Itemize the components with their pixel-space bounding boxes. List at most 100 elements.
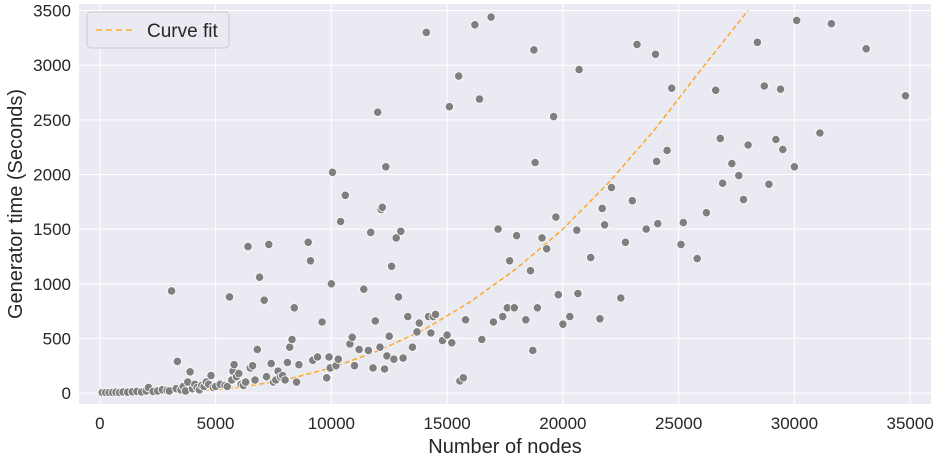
data-point [734,171,744,181]
data-point [529,45,539,55]
data-point [280,375,290,385]
data-point [551,212,561,222]
data-point [530,157,540,168]
data-point [248,361,258,371]
x-tick-labels: 0 5000 10000 15000 20000 25000 30000 35000 [95,414,934,433]
data-point [486,12,496,22]
data-point [393,292,404,302]
data-point [470,20,480,30]
y-tick-label: 1500 [33,220,71,239]
data-point [477,334,487,345]
data-point [460,315,471,325]
data-point [347,332,357,342]
data-point [715,133,725,143]
data-point [206,370,216,381]
y-tick-label: 2000 [33,165,71,184]
data-point [266,358,276,369]
data-point [287,334,297,345]
data-point [375,342,385,352]
data-point [692,254,702,264]
data-points [97,12,911,398]
data-point [426,328,436,338]
data-point [327,167,338,177]
data-point [558,319,568,329]
data-point [312,352,323,362]
data-point [335,216,346,227]
data-point [322,373,332,383]
y-tick-label: 1000 [33,275,71,294]
data-point [667,83,677,93]
data-point [442,330,452,340]
y-tick-label: 3500 [33,2,71,21]
data-point [349,361,360,371]
data-point [632,39,642,50]
data-point [493,224,503,234]
legend-box [86,11,230,49]
data-point [650,49,661,59]
data-point [389,354,399,364]
data-point [185,367,195,377]
x-tick-label: 10000 [308,414,355,433]
data-point [241,377,251,387]
data-point [243,242,253,252]
data-point [303,237,313,247]
data-point [574,65,584,75]
data-point [792,15,802,26]
data-point [414,318,424,328]
data-point [542,244,552,254]
data-point [224,292,235,302]
data-point [900,91,911,101]
data-point [403,311,413,322]
data-point [285,342,295,352]
data-point [815,128,825,138]
y-tick-label: 2500 [33,111,71,130]
data-point [498,311,508,322]
data-point [606,183,617,193]
data-point [167,286,177,296]
data-point [370,316,380,326]
data-point [504,256,515,266]
data-point [572,225,582,235]
data-point [368,363,378,373]
plot-background [79,4,931,404]
data-point [384,331,394,341]
data-point [340,190,350,200]
y-tick-label: 0 [62,384,71,403]
data-point [326,279,336,289]
data-point [573,288,583,299]
data-point [386,261,397,271]
data-point [234,368,244,378]
data-point [412,327,422,337]
x-tick-label: 15000 [423,414,470,433]
data-point [379,364,390,374]
data-point [597,203,607,213]
data-point [759,81,769,91]
data-point [488,317,498,327]
data-point [324,352,334,362]
data-point [789,162,800,172]
data-point [826,19,837,29]
data-point [717,178,728,188]
data-point [511,231,522,241]
grid-lines [79,4,931,404]
data-point [454,71,464,81]
data-point [222,381,232,392]
x-tick-label: 20000 [539,414,586,433]
data-point [305,256,316,266]
data-point [430,309,441,319]
fit-curve-line [99,10,749,394]
data-point [525,266,536,276]
data-point [743,140,753,150]
data-point [381,162,391,172]
data-point [363,345,373,355]
data-point [752,37,763,47]
data-point [627,196,637,206]
data-point [282,357,292,368]
data-point [711,85,721,95]
data-point [289,303,299,313]
data-point [377,202,387,212]
data-point [662,145,672,155]
data-point [528,345,538,355]
data-point [294,360,304,370]
